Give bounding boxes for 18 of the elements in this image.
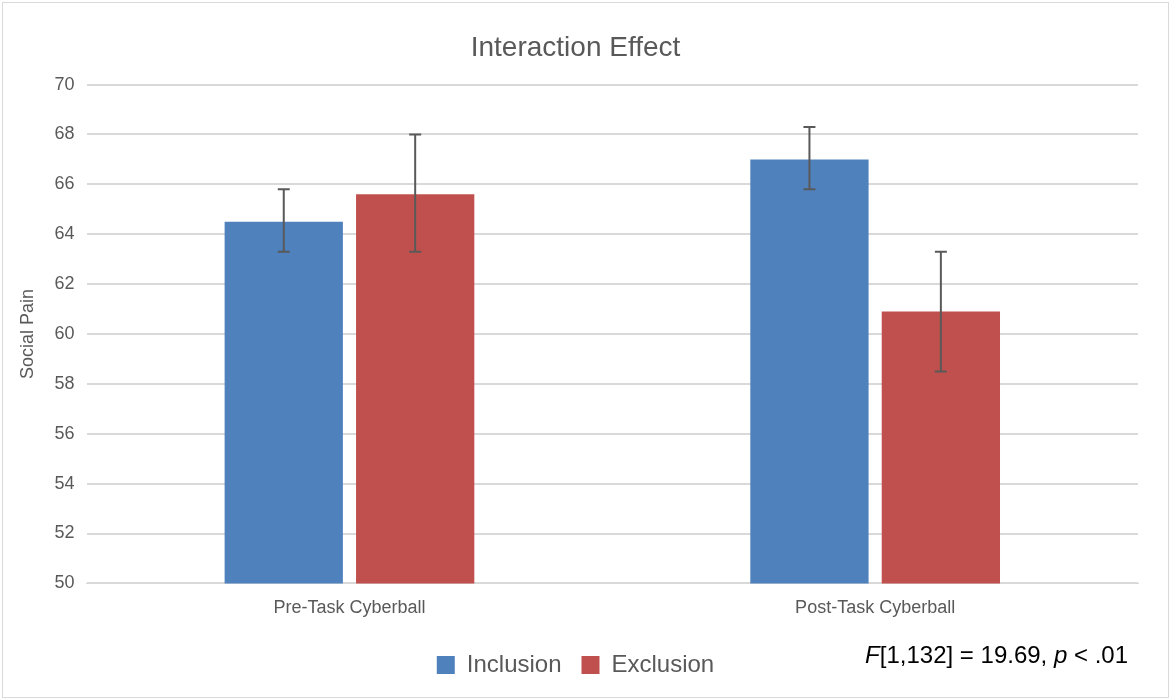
x-tick-label: Pre-Task Cyberball	[273, 597, 426, 618]
y-tick-label: 68	[54, 123, 75, 144]
y-tick-label: 62	[54, 273, 75, 294]
y-tick-label: 52	[54, 522, 75, 543]
legend-label: Inclusion	[466, 649, 562, 677]
y-tick-label: 64	[54, 223, 75, 244]
y-tick-label: 66	[54, 173, 75, 194]
y-tick-label: 70	[54, 73, 75, 94]
x-tick-label: Post-Task Cyberball	[795, 597, 956, 618]
y-tick-label: 56	[54, 422, 75, 443]
text: F[1,132] = 19.69, p < .01	[865, 641, 1128, 669]
y-tick-label: 54	[54, 472, 75, 493]
chart-title: Interaction Effect	[470, 30, 681, 62]
y-tick-label: 50	[54, 572, 75, 593]
y-tick-label: 60	[54, 322, 75, 343]
y-axis-title: Social Pain	[16, 288, 37, 380]
y-tick-label: 58	[54, 372, 75, 393]
legend-label: Exclusion	[611, 649, 715, 677]
